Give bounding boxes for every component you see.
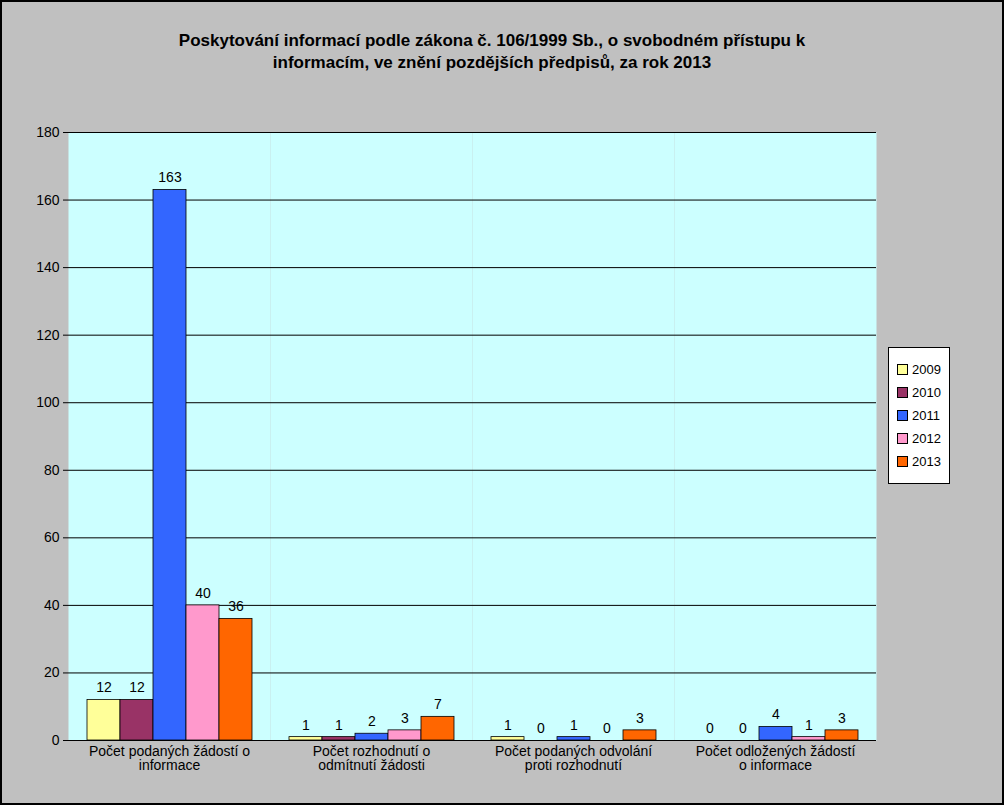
html-text:2013: 2013 xyxy=(912,454,941,469)
svg-text:0: 0 xyxy=(52,732,60,748)
svg-text:100: 100 xyxy=(36,394,60,410)
svg-text:1: 1 xyxy=(302,717,310,733)
svg-text:3: 3 xyxy=(401,710,409,726)
svg-text:3: 3 xyxy=(838,710,846,726)
svg-text:20: 20 xyxy=(44,664,60,680)
svg-text:3: 3 xyxy=(636,710,644,726)
svg-text:Počet podaných žádostí oinform: Počet podaných žádostí oinformace xyxy=(89,743,250,773)
svg-text:0: 0 xyxy=(706,720,714,736)
svg-text:12: 12 xyxy=(129,679,145,695)
svg-text:12: 12 xyxy=(96,679,112,695)
svg-text:0: 0 xyxy=(739,720,747,736)
svg-text:163: 163 xyxy=(158,169,182,185)
svg-text:Počet podaných odvoláníproti r: Počet podaných odvoláníproti rozhodnutí xyxy=(495,743,652,773)
svg-text:1: 1 xyxy=(570,717,578,733)
svg-text:80: 80 xyxy=(44,462,60,478)
html-text:2010: 2010 xyxy=(912,385,941,400)
svg-text:60: 60 xyxy=(44,529,60,545)
svg-text:1: 1 xyxy=(805,717,813,733)
svg-text:1: 1 xyxy=(504,717,512,733)
svg-text:1: 1 xyxy=(335,717,343,733)
svg-text:36: 36 xyxy=(228,598,244,614)
svg-text:Počet odložených žádostío info: Počet odložených žádostío informace xyxy=(696,743,856,773)
svg-text:7: 7 xyxy=(434,696,442,712)
svg-text:180: 180 xyxy=(36,124,60,140)
svg-text:40: 40 xyxy=(195,585,211,601)
svg-text:2: 2 xyxy=(368,713,376,729)
svg-text:140: 140 xyxy=(36,259,60,275)
svg-text:0: 0 xyxy=(537,720,545,736)
html-text:2009: 2009 xyxy=(912,362,941,377)
html-text:Poskytování informací podle zá: Poskytování informací podle zákona č. 10… xyxy=(178,31,806,72)
svg-text:0: 0 xyxy=(603,720,611,736)
html-text:2011: 2011 xyxy=(912,408,940,423)
svg-text:Počet rozhodnutí oodmítnutí žá: Počet rozhodnutí oodmítnutí žádosti xyxy=(313,743,431,773)
html-text:2012: 2012 xyxy=(912,431,941,446)
svg-text:4: 4 xyxy=(772,706,780,722)
svg-text:120: 120 xyxy=(36,327,60,343)
svg-text:40: 40 xyxy=(44,597,60,613)
svg-text:160: 160 xyxy=(36,192,60,208)
